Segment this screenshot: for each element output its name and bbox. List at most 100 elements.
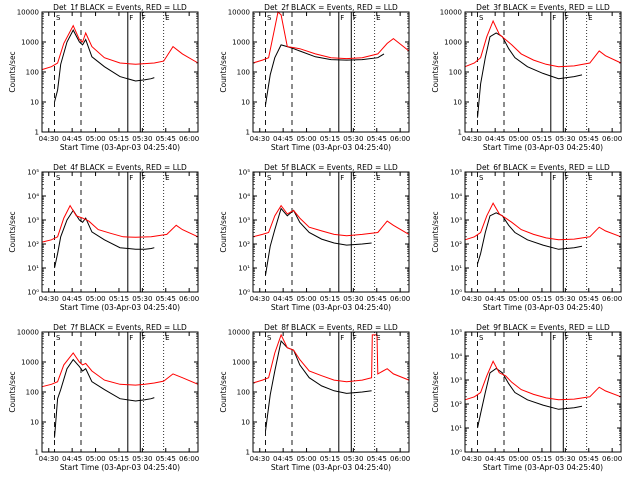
series-line-lld bbox=[252, 11, 410, 64]
marker-bracket-label: E bbox=[588, 334, 592, 342]
x-tick-label: 05:45 bbox=[579, 295, 599, 303]
x-axis-label: Start Time (03-Apr-03 04:25:40) bbox=[271, 463, 391, 472]
y-axis-label: Counts/sec bbox=[219, 51, 228, 92]
y-tick-label: 1000 bbox=[232, 39, 250, 47]
x-tick-label: 04:30 bbox=[250, 455, 270, 463]
x-tick-label: 05:45 bbox=[579, 135, 599, 143]
series-line-lld bbox=[252, 204, 410, 238]
x-tick-label: 05:45 bbox=[367, 455, 387, 463]
marker-bracket-label: F bbox=[129, 174, 133, 182]
x-tick-label: 04:30 bbox=[250, 295, 270, 303]
y-tick-label: 100 bbox=[237, 69, 250, 77]
x-axis-label: Start Time (03-Apr-03 04:25:40) bbox=[271, 303, 391, 312]
y-tick-label: 10⁴ bbox=[450, 193, 462, 201]
x-tick-label: 06:00 bbox=[602, 455, 622, 463]
panel-title: Det_7f BLACK = Events, RED = LLD bbox=[53, 323, 187, 332]
x-tick-label: 04:45 bbox=[62, 295, 82, 303]
y-tick-label: 10⁰ bbox=[238, 289, 250, 297]
panel-det-2f: Det_2f BLACK = Events, RED = LLD S F F E 1 10 1… bbox=[219, 3, 410, 152]
panel-det-7f: Det_7f BLACK = Events, RED = LLD S F F E 1 10 1… bbox=[8, 323, 199, 472]
marker-bracket-label: E bbox=[376, 174, 380, 182]
x-tick-label: 05:00 bbox=[296, 135, 316, 143]
y-tick-label: 10 bbox=[30, 419, 39, 427]
marker-bracket-label: F bbox=[129, 334, 133, 342]
y-axis-label: Counts/sec bbox=[431, 371, 440, 412]
marker-bracket-label: S bbox=[56, 334, 61, 342]
marker-bracket-label: S bbox=[267, 14, 272, 22]
x-tick-label: 04:30 bbox=[462, 295, 482, 303]
x-tick-label: 04:30 bbox=[462, 455, 482, 463]
x-tick-label: 06:00 bbox=[179, 295, 199, 303]
x-tick-label: 06:00 bbox=[390, 135, 410, 143]
y-tick-label: 10 bbox=[30, 99, 39, 107]
series-line-lld bbox=[41, 24, 199, 71]
x-tick-label: 05:15 bbox=[320, 135, 340, 143]
marker-bracket-label: F bbox=[129, 14, 133, 22]
y-tick-label: 10000 bbox=[440, 9, 462, 17]
plot-frame bbox=[464, 331, 622, 453]
y-tick-label: 10⁵ bbox=[450, 329, 462, 337]
marker-bracket-label: S bbox=[267, 334, 272, 342]
y-tick-label: 10⁰ bbox=[27, 289, 39, 297]
y-axis-label: Counts/sec bbox=[219, 211, 228, 252]
marker-bracket-label: S bbox=[56, 14, 61, 22]
series-line-lld bbox=[464, 202, 622, 241]
marker-bracket-label: F bbox=[565, 174, 569, 182]
x-tick-label: 06:00 bbox=[390, 295, 410, 303]
marker-bracket-label: F bbox=[353, 14, 357, 22]
marker-bracket-label: E bbox=[165, 174, 169, 182]
x-tick-label: 05:00 bbox=[85, 135, 105, 143]
x-tick-label: 04:45 bbox=[273, 135, 293, 143]
y-axis-label: Counts/sec bbox=[431, 211, 440, 252]
x-tick-label: 05:00 bbox=[508, 455, 528, 463]
x-tick-label: 04:45 bbox=[485, 455, 505, 463]
x-tick-label: 05:15 bbox=[532, 135, 552, 143]
y-tick-label: 100 bbox=[26, 69, 39, 77]
y-tick-label: 10 bbox=[241, 99, 250, 107]
panel-title: Det_2f BLACK = Events, RED = LLD bbox=[264, 3, 398, 12]
y-axis-label: Counts/sec bbox=[431, 51, 440, 92]
x-tick-label: 04:45 bbox=[62, 135, 82, 143]
x-axis-label: Start Time (03-Apr-03 04:25:40) bbox=[483, 463, 603, 472]
y-axis-label: Counts/sec bbox=[8, 51, 17, 92]
series-line-lld bbox=[464, 360, 622, 401]
y-tick-label: 10⁵ bbox=[450, 169, 462, 177]
y-tick-label: 100 bbox=[449, 69, 462, 77]
x-tick-label: 05:00 bbox=[85, 295, 105, 303]
marker-bracket-label: S bbox=[479, 334, 484, 342]
marker-bracket-label: S bbox=[479, 14, 484, 22]
marker-bracket-label: F bbox=[552, 174, 556, 182]
panel-title: Det_8f BLACK = Events, RED = LLD bbox=[264, 323, 398, 332]
x-tick-label: 05:00 bbox=[85, 455, 105, 463]
x-axis-label: Start Time (03-Apr-03 04:25:40) bbox=[60, 303, 180, 312]
plot-frame bbox=[252, 171, 410, 293]
y-tick-label: 1 bbox=[35, 449, 39, 457]
plot-frame bbox=[41, 11, 199, 133]
y-tick-label: 10³ bbox=[27, 217, 39, 225]
x-tick-label: 06:00 bbox=[602, 135, 622, 143]
y-tick-label: 10² bbox=[450, 241, 462, 249]
x-tick-label: 05:45 bbox=[579, 455, 599, 463]
x-tick-label: 04:30 bbox=[250, 135, 270, 143]
x-tick-label: 05:15 bbox=[109, 295, 129, 303]
panel-det-9f: Det_9f BLACK = Events, RED = LLD S F F E 10⁰ 1… bbox=[431, 323, 622, 472]
x-tick-label: 05:15 bbox=[109, 135, 129, 143]
x-axis-label: Start Time (03-Apr-03 04:25:40) bbox=[60, 143, 180, 152]
series-line-lld bbox=[252, 333, 410, 384]
x-tick-label: 05:45 bbox=[156, 295, 176, 303]
x-tick-label: 05:30 bbox=[555, 135, 575, 143]
y-tick-label: 10⁵ bbox=[238, 169, 250, 177]
plot-frame bbox=[252, 11, 410, 133]
y-tick-label: 10000 bbox=[17, 9, 39, 17]
x-tick-label: 05:15 bbox=[109, 455, 129, 463]
panel-title: Det_5f BLACK = Events, RED = LLD bbox=[264, 163, 398, 172]
y-tick-label: 1000 bbox=[21, 39, 39, 47]
y-tick-label: 10¹ bbox=[450, 425, 462, 433]
marker-bracket-label: S bbox=[56, 174, 61, 182]
panel-det-8f: Det_8f BLACK = Events, RED = LLD S F F E 1 10 1… bbox=[219, 323, 410, 472]
y-tick-label: 1 bbox=[246, 129, 250, 137]
panel-title: Det_9f BLACK = Events, RED = LLD bbox=[476, 323, 610, 332]
series-line-events bbox=[54, 29, 155, 103]
y-tick-label: 10⁴ bbox=[27, 193, 39, 201]
